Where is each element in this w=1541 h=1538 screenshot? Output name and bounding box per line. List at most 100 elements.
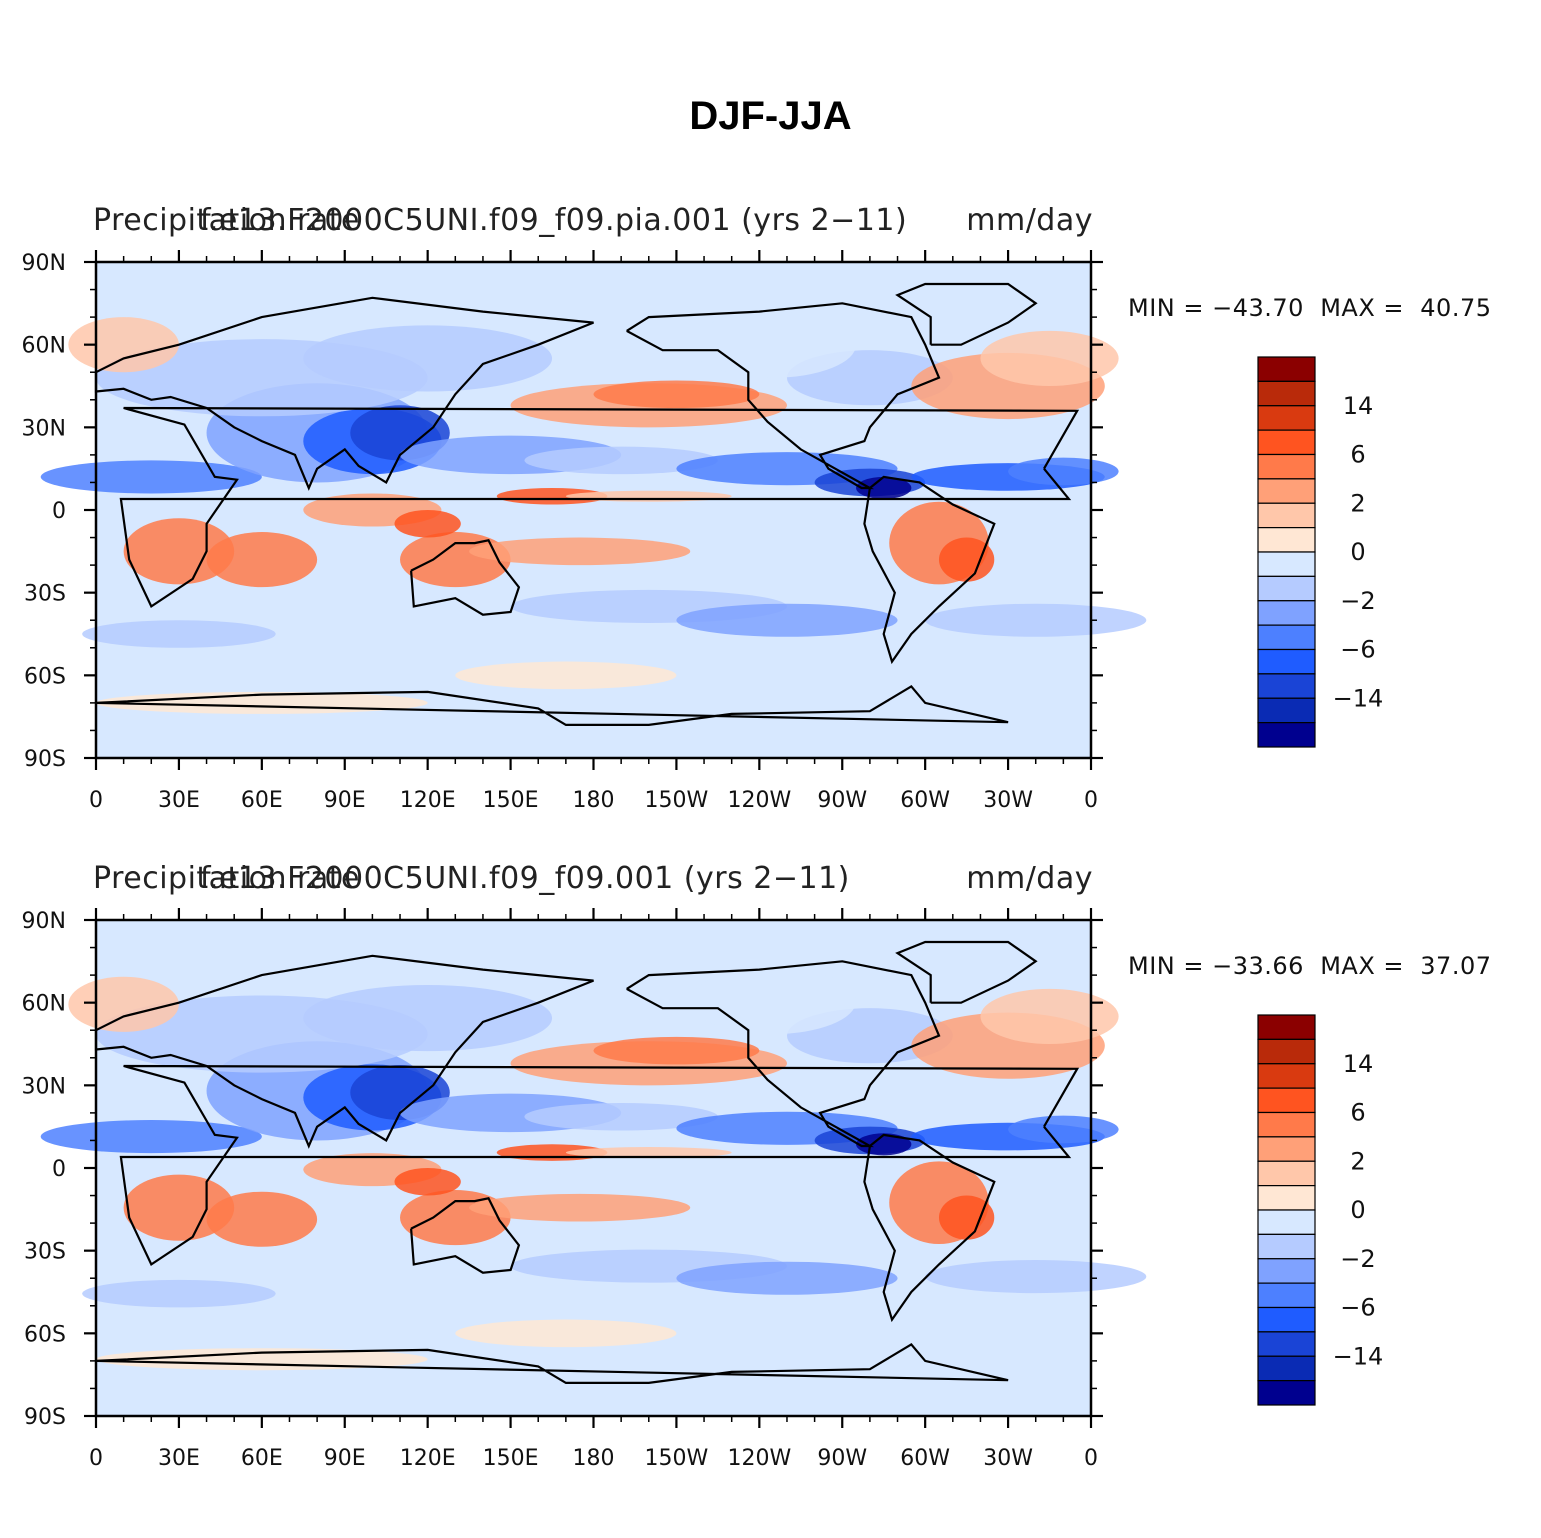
max-value: 40.75	[1420, 294, 1492, 322]
colorbar-swatch	[1257, 624, 1316, 651]
x-tick-label: 30E	[158, 1446, 200, 1471]
x-tick-label: 90W	[817, 788, 867, 813]
y-tick-label: 90S	[24, 747, 66, 772]
y-tick-label: 90N	[22, 909, 66, 934]
colorbar-label: −6	[1340, 1294, 1375, 1322]
colorbar-label: −14	[1333, 684, 1384, 712]
colorbar-swatch	[1257, 502, 1316, 529]
colorbar-swatch	[1257, 1136, 1316, 1162]
colorbar-label: 0	[1350, 1196, 1365, 1224]
colorbar-swatch	[1257, 356, 1316, 382]
precip-contour-region	[938, 1195, 995, 1240]
precip-contour-region	[206, 532, 318, 588]
colorbar-label: −14	[1333, 1342, 1384, 1370]
colorbar-swatch	[1257, 1185, 1316, 1211]
colorbar-swatch	[1257, 1258, 1316, 1284]
x-tick-label: 120W	[727, 1446, 791, 1471]
colorbar-swatch	[1257, 1306, 1316, 1333]
x-tick-label: 120W	[727, 788, 791, 813]
precip-contour-region	[68, 976, 179, 1032]
precip-contour-region	[565, 1147, 732, 1159]
map-panel-top: Precipitation rate f.e13.F2000C5UNI.f09_…	[0, 190, 1541, 830]
panel-units-title: mm/day	[966, 861, 1093, 896]
colorbar-swatch	[1257, 1380, 1316, 1406]
precip-contour-region	[455, 1319, 677, 1348]
colorbar-swatch	[1257, 453, 1316, 480]
colorbar-swatch	[1257, 1233, 1316, 1260]
coastline-path	[119, 1064, 1080, 1267]
precip-contour-region	[82, 620, 276, 648]
x-tick-label: 60E	[241, 788, 283, 813]
colorbar-label: 6	[1350, 441, 1365, 469]
precip-contour-region	[676, 1261, 898, 1295]
x-tick-label: 90E	[324, 788, 366, 813]
y-tick-label: 30S	[24, 582, 66, 607]
colorbar-label: 14	[1343, 392, 1374, 420]
colorbar: 14 6 2 0 −2 −6 −14	[1257, 1014, 1384, 1406]
colorbar-swatch	[1257, 1160, 1316, 1187]
map-plot-svg: 0 30E 60E 90E 120E 150E 180 150W 120W 90W 60W 30W 09…	[22, 250, 1384, 813]
colorbar: 14 6 2 0 −2 −6 −14	[1257, 356, 1384, 748]
x-tick-label: 150W	[645, 788, 709, 813]
y-tick-label: 0	[52, 499, 66, 524]
colorbar-swatch	[1257, 1331, 1316, 1357]
precip-contour-region	[925, 603, 1147, 637]
coastline-path	[863, 1133, 996, 1323]
colorbar-swatch	[1257, 551, 1316, 577]
x-tick-label: 180	[573, 788, 615, 813]
precip-contour-region	[455, 661, 677, 690]
precip-contour-region	[980, 330, 1119, 386]
precip-contour-region	[524, 446, 718, 475]
precip-contour-region	[524, 1102, 718, 1131]
coastline-path	[626, 960, 941, 1148]
x-tick-label: 60W	[900, 788, 950, 813]
max-label: MAX =	[1320, 952, 1413, 980]
y-tick-label: 60N	[22, 334, 66, 359]
x-tick-label: 60W	[900, 1446, 950, 1471]
min-max-readout: MIN = −43.70 MAX = 40.75	[1128, 294, 1492, 322]
precip-contour-region	[303, 985, 553, 1052]
polar-band	[96, 735, 1091, 758]
colorbar-swatch	[1257, 1209, 1316, 1235]
precip-contour-region	[394, 510, 461, 538]
precip-contour-region	[593, 1036, 760, 1065]
coastline-path	[410, 1197, 521, 1274]
x-tick-label: 0	[1084, 1446, 1098, 1471]
x-tick-label: 60E	[241, 1446, 283, 1471]
min-max-readout: MIN = −33.66 MAX = 37.07	[1128, 952, 1492, 980]
coastline-path	[94, 954, 594, 1149]
panel-center-title: f.e13.F2000C5UNI.f09_f09.pia.001 (yrs 2−…	[200, 203, 908, 238]
y-tick-label: 60N	[22, 992, 66, 1017]
x-tick-label: 30W	[983, 1446, 1033, 1471]
coastline-path	[863, 475, 996, 665]
colorbar-swatch	[1257, 697, 1316, 724]
colorbar-label: −6	[1340, 636, 1375, 664]
colorbar-swatch	[1257, 1038, 1316, 1065]
precip-contour-region	[469, 1193, 691, 1222]
coastline-path	[95, 684, 1009, 726]
y-tick-label: 30N	[22, 416, 66, 441]
max-value: 37.07	[1420, 952, 1492, 980]
precip-contour-region	[1008, 457, 1119, 486]
figure-title: DJF-JJA	[689, 94, 852, 138]
precip-contour-region	[496, 487, 608, 505]
precip-contour-region	[980, 988, 1119, 1044]
min-label: MIN =	[1128, 294, 1213, 322]
colorbar-swatch	[1257, 429, 1316, 456]
coastline-path	[626, 302, 941, 490]
min-label: MIN =	[1128, 952, 1213, 980]
coastlines	[94, 940, 1080, 1384]
colorbar-swatch	[1257, 600, 1316, 626]
polar-band	[96, 920, 1091, 938]
y-tick-label: 90N	[22, 251, 66, 276]
precip-contour-region	[469, 537, 691, 566]
precip-contour-region	[856, 1133, 912, 1156]
x-tick-label: 150W	[645, 1446, 709, 1471]
precip-contour-region	[925, 1260, 1147, 1294]
precip-contour-region	[82, 1279, 276, 1308]
polar-band	[96, 1393, 1091, 1416]
colorbar-swatch	[1257, 1087, 1316, 1114]
colorbar-label: 2	[1350, 489, 1365, 517]
colorbar-label: 2	[1350, 1147, 1365, 1175]
colorbar-swatch	[1257, 1282, 1316, 1309]
